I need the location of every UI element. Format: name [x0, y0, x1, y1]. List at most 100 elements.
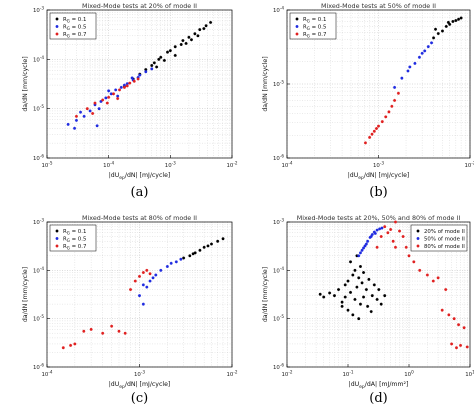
data-point: [144, 70, 148, 74]
data-point: [133, 279, 137, 283]
data-point: [116, 94, 120, 98]
data-point: [125, 82, 129, 86]
data-point: [386, 231, 390, 235]
data-point: [357, 317, 361, 321]
data-point: [401, 235, 405, 239]
data-point: [357, 254, 361, 258]
legend-label: RG = 0.5: [63, 237, 86, 244]
data-point: [413, 61, 417, 65]
x-axis-label: |dUep/dN| [mJ/cycle]: [109, 172, 171, 181]
data-point: [159, 268, 163, 272]
legend-label: 50% of mode II: [424, 237, 465, 243]
data-point: [141, 271, 145, 275]
data-point: [107, 95, 111, 99]
data-point: [370, 132, 374, 136]
y-tick-label: 10-3: [33, 6, 44, 15]
x-axis-label: |dUep/dN| [mJ/cycle]: [348, 172, 410, 181]
x-tick-label: 10-3: [373, 161, 384, 170]
legend-label: RG = 0.1: [63, 17, 86, 24]
data-point: [129, 288, 133, 292]
data-point: [373, 231, 377, 235]
data-point: [426, 45, 430, 49]
legend-label: RG = 0.7: [63, 244, 86, 251]
legend-marker: [55, 229, 59, 233]
data-point: [408, 65, 412, 69]
y-tick-label: 10-4: [273, 6, 284, 15]
y-tick-label: 10-6: [273, 154, 284, 163]
data-point: [355, 254, 359, 258]
chart-title: Mixed-Mode tests at 20% of mode II: [82, 2, 197, 10]
data-point: [159, 55, 163, 59]
data-point: [404, 245, 408, 249]
chart-panel-a: 10-5 10-4 10-3 10-210-610-510-410-3 Mixed-Mo…: [22, 2, 238, 200]
data-point: [110, 324, 114, 328]
data-point: [85, 107, 89, 111]
legend-marker: [416, 237, 420, 240]
data-point: [393, 98, 397, 102]
data-point: [95, 124, 99, 128]
data-point: [123, 331, 127, 335]
legend-marker: [55, 237, 59, 240]
data-point: [138, 274, 141, 278]
legend: RG = 0.1RG = 0.5RG = 0.7: [49, 224, 97, 252]
x-tick-label: 10-5: [41, 161, 52, 170]
chart-panel-b: 10-4 10-3 10-2 10-6 10-5 10-4 Mixed-Mode tests…: [262, 2, 474, 200]
data-point: [136, 75, 140, 79]
data-point: [452, 317, 456, 321]
y-tick-label: 10-6: [33, 363, 44, 372]
data-point: [101, 331, 105, 335]
x-tick-label: 101: [465, 370, 474, 379]
data-point: [138, 294, 141, 298]
data-point: [383, 294, 387, 298]
legend-label: RG = 0.1: [63, 229, 86, 236]
data-point: [364, 242, 368, 246]
y-tick-label: 10-5: [33, 104, 44, 113]
data-point: [73, 342, 77, 346]
data-point: [187, 35, 191, 39]
data-point: [349, 290, 353, 294]
data-point: [383, 225, 387, 229]
data-point: [391, 239, 395, 243]
data-point: [114, 88, 118, 92]
data-point: [367, 277, 371, 281]
data-point: [204, 24, 208, 28]
data-point: [130, 76, 134, 80]
data-point: [370, 294, 374, 298]
series-1: [138, 257, 183, 306]
y-axis-label: da/dN [mm/cycle]: [262, 267, 269, 322]
data-point: [332, 294, 336, 298]
legend-label: 80% of mode II: [424, 244, 465, 250]
data-point: [390, 104, 394, 108]
data-point: [420, 51, 424, 55]
data-point: [122, 83, 126, 87]
chart-panel-d: 10-2 10-1 100 101 10-6 10-5 10-4 10-3 Mixed-Mode…: [262, 214, 474, 406]
data-point: [73, 126, 77, 130]
data-point: [337, 288, 341, 292]
data-point: [396, 91, 400, 95]
data-point: [447, 313, 451, 317]
data-point: [425, 273, 429, 277]
data-point: [173, 53, 177, 57]
data-point: [393, 220, 397, 224]
series-1: [357, 226, 384, 258]
series-0: [182, 237, 225, 260]
data-point: [444, 288, 448, 292]
data-point: [132, 79, 136, 83]
data-point: [198, 248, 202, 252]
data-point: [191, 252, 195, 256]
data-point: [193, 32, 197, 36]
data-point: [202, 245, 206, 249]
data-point: [369, 310, 373, 314]
x-tick-label: 10-3: [134, 370, 145, 379]
data-point: [188, 254, 192, 258]
data-point: [112, 92, 116, 96]
data-point: [440, 29, 444, 33]
data-point: [109, 92, 113, 96]
x-tick-label: 10-4: [281, 161, 292, 170]
data-point: [417, 55, 421, 59]
data-point: [362, 246, 366, 250]
y-tick-label: 10-5: [273, 80, 284, 89]
data-point: [148, 279, 152, 283]
legend-marker: [55, 17, 59, 21]
data-point: [119, 85, 123, 89]
